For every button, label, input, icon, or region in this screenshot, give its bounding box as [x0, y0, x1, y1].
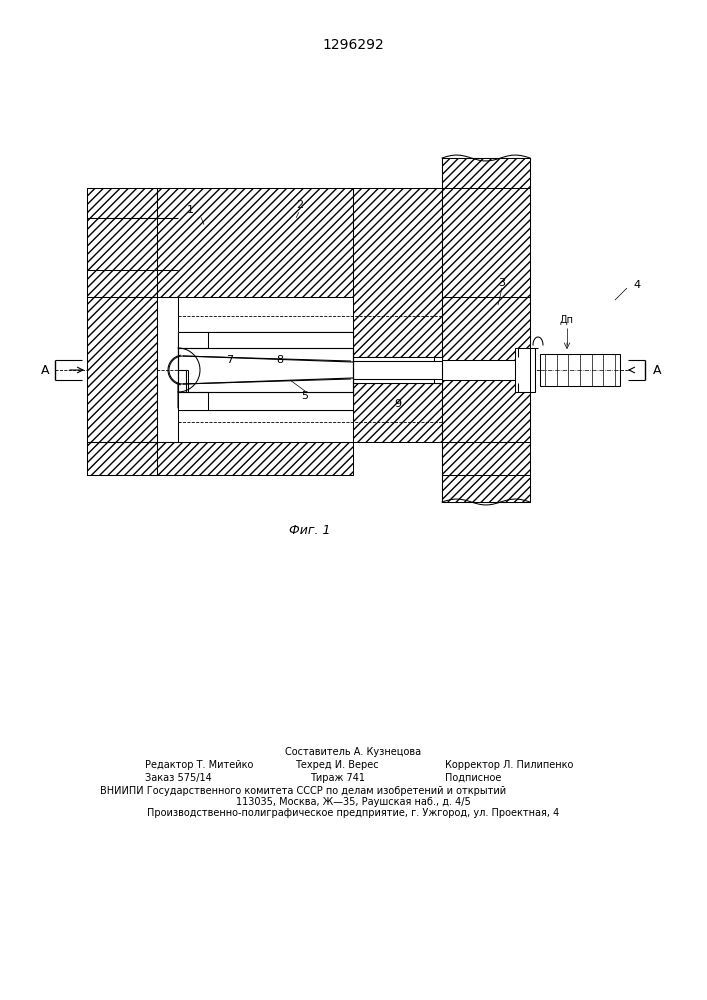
Text: Корректор Л. Пилипенко: Корректор Л. Пилипенко: [445, 760, 573, 770]
Polygon shape: [358, 378, 437, 380]
Text: Фиг. 1: Фиг. 1: [289, 524, 331, 536]
Text: 1: 1: [187, 205, 194, 215]
Polygon shape: [178, 383, 353, 410]
Text: 113035, Москва, Ж—35, Раушская наб., д. 4/5: 113035, Москва, Ж—35, Раушская наб., д. …: [235, 797, 470, 807]
Polygon shape: [353, 188, 442, 357]
Text: 5: 5: [301, 391, 308, 401]
Text: Техред И. Верес: Техред И. Верес: [295, 760, 379, 770]
Polygon shape: [87, 218, 157, 297]
Text: A: A: [653, 363, 661, 376]
Text: 8: 8: [276, 355, 284, 365]
Polygon shape: [178, 332, 353, 410]
Text: Дп: Дп: [560, 315, 574, 325]
Polygon shape: [353, 383, 442, 442]
Text: A: A: [41, 363, 49, 376]
Polygon shape: [442, 360, 530, 380]
Polygon shape: [540, 354, 620, 386]
Polygon shape: [87, 188, 157, 218]
Polygon shape: [178, 332, 353, 348]
Polygon shape: [178, 332, 353, 410]
Text: 7: 7: [226, 355, 233, 365]
Polygon shape: [87, 297, 157, 442]
Polygon shape: [157, 442, 353, 475]
Polygon shape: [442, 475, 530, 502]
Polygon shape: [87, 442, 157, 475]
Text: 2: 2: [296, 200, 303, 210]
Text: 1296292: 1296292: [322, 38, 384, 52]
Polygon shape: [442, 158, 530, 188]
Text: 3: 3: [498, 278, 506, 288]
Polygon shape: [178, 392, 353, 410]
Polygon shape: [183, 348, 353, 392]
Polygon shape: [353, 358, 442, 382]
Polygon shape: [353, 357, 442, 383]
Polygon shape: [515, 348, 535, 392]
Polygon shape: [442, 158, 530, 502]
Text: 4: 4: [633, 280, 641, 290]
Text: Тираж 741: Тираж 741: [310, 773, 365, 783]
Polygon shape: [178, 349, 353, 391]
Text: Подписное: Подписное: [445, 773, 501, 783]
Polygon shape: [178, 332, 353, 357]
Polygon shape: [157, 188, 353, 297]
Text: Заказ 575/14: Заказ 575/14: [145, 773, 212, 783]
Polygon shape: [178, 332, 353, 410]
Text: ВНИИПИ Государственного комитета СССР по делам изобретений и открытий: ВНИИПИ Государственного комитета СССР по…: [100, 786, 506, 796]
Text: Редактор Т. Митейко: Редактор Т. Митейко: [145, 760, 253, 770]
Text: Составитель А. Кузнецова: Составитель А. Кузнецова: [285, 747, 421, 757]
Text: 9: 9: [395, 399, 402, 409]
Text: Производственно-полиграфическое предприятие, г. Ужгород, ул. Проектная, 4: Производственно-полиграфическое предприя…: [147, 808, 559, 818]
